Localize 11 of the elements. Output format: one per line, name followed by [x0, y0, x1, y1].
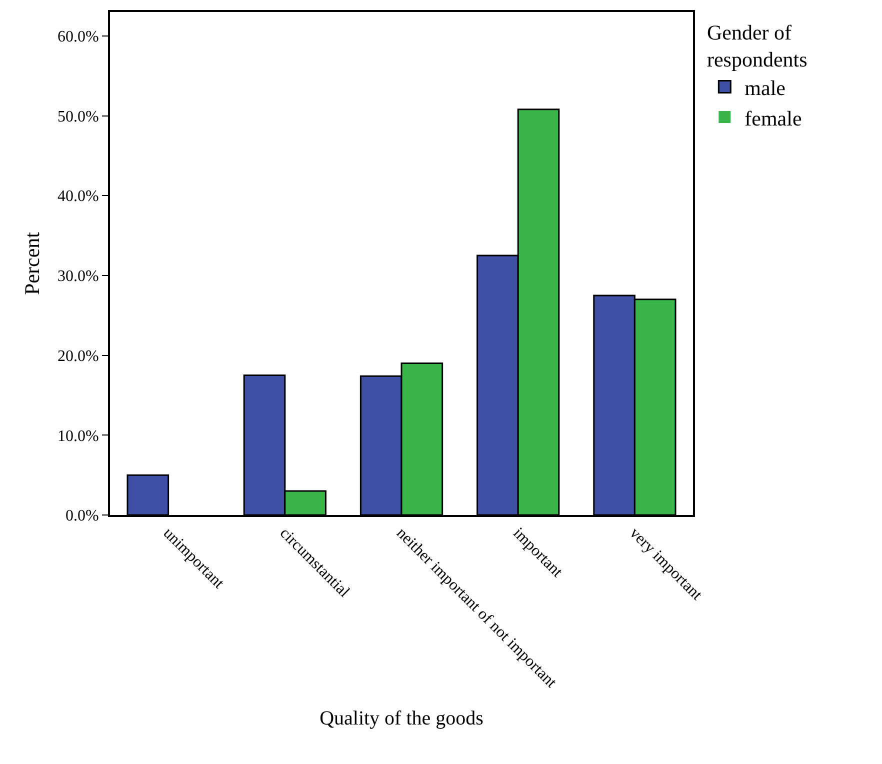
y-tick-label: 20.0% — [57, 348, 99, 365]
legend-label: male — [744, 76, 786, 100]
y-tick-label: 0.0% — [65, 508, 99, 525]
x-axis-title: Quality of the goods — [320, 708, 484, 730]
y-tick-label: 10.0% — [57, 428, 99, 445]
y-tick-label: 30.0% — [57, 268, 99, 286]
legend-label: female — [744, 106, 802, 130]
y-tick-label: 40.0% — [57, 188, 99, 206]
y-tick-label: 50.0% — [57, 108, 99, 126]
y-tick-label: 60.0% — [57, 28, 99, 46]
y-axis-title: Percent — [20, 232, 44, 295]
